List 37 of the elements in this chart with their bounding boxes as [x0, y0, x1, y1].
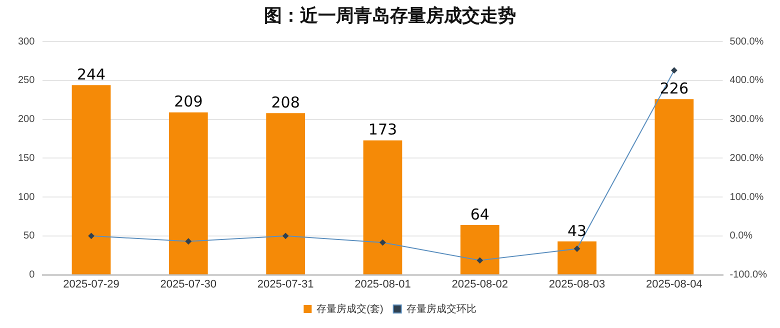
y-tick-label: 0: [29, 270, 36, 281]
y-tick-label: 200: [18, 114, 36, 126]
y2-tick-label: 0.0%: [730, 230, 753, 242]
data-label: 64: [470, 205, 490, 224]
data-label: 244: [76, 66, 106, 84]
y-tick-label: 50: [24, 230, 36, 242]
x-tick-label: 2025-07-31: [257, 278, 314, 290]
data-label: 173: [368, 120, 398, 139]
y2-tick-label: -100.0%: [730, 270, 768, 281]
y-tick-label: 250: [18, 75, 36, 86]
y2-tick-label: 100.0%: [730, 192, 764, 203]
x-tick-label: 2025-08-04: [646, 278, 702, 290]
data-label: 43: [567, 222, 587, 240]
data-label: 208: [271, 94, 300, 112]
bar: [558, 241, 596, 274]
bar: [654, 99, 694, 274]
y2-tick-label: 500.0%: [730, 36, 764, 48]
x-tick-label: 2025-07-30: [160, 278, 217, 290]
x-tick-label: 2025-08-03: [548, 278, 606, 290]
legend-label: 存量房成交(套): [316, 302, 384, 315]
bar: [363, 140, 402, 274]
x-tick-label: 2025-08-01: [354, 278, 411, 290]
legend-label: 存量房成交环比: [406, 302, 476, 315]
chart-title: 图：近一周青岛存量房成交走势: [264, 5, 516, 26]
bar: [266, 113, 305, 274]
y2-tick-label: 300.0%: [730, 114, 764, 126]
y-tick-label: 300: [18, 36, 36, 48]
bar: [72, 85, 111, 274]
y-tick-label: 150: [18, 152, 36, 164]
bar: [460, 225, 500, 274]
y2-tick-label: 400.0%: [730, 75, 764, 86]
x-tick-label: 2025-07-29: [63, 278, 120, 290]
data-label: 209: [174, 92, 203, 111]
y2-tick-label: 200.0%: [730, 152, 764, 164]
x-tick-label: 2025-08-02: [452, 278, 508, 290]
bar: [168, 112, 208, 274]
y-tick-label: 100: [18, 192, 36, 203]
